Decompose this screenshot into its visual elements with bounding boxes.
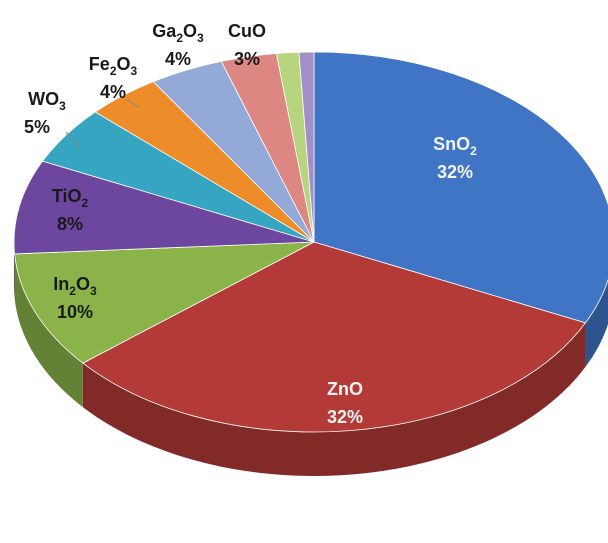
slice-label-name: SnO2 — [433, 134, 477, 158]
slice-label-percent: 8% — [57, 214, 83, 234]
slice-label-percent: 4% — [165, 49, 191, 69]
slice-label-percent: 32% — [437, 162, 473, 182]
slice-label-name: WO3 — [28, 89, 66, 113]
slice-label-percent: 32% — [327, 407, 363, 427]
slice-label-fe2o3: Fe2O3 4% — [89, 54, 138, 102]
slice-label-cuo: CuO 3% — [228, 21, 266, 69]
slice-in2o3 — [14, 241, 315, 364]
slice-label-zno: ZnO 32% — [327, 379, 363, 427]
slice-label-percent: 3% — [234, 49, 260, 69]
slice-label-name: TiO2 — [52, 186, 89, 210]
leader-line-wo3 — [65, 131, 81, 149]
slice-label-percent: 10% — [57, 302, 93, 322]
pie-sides — [14, 242, 608, 477]
slice-label-ga2o3: Ga2O3 4% — [152, 21, 204, 69]
slice-tio2 — [13, 160, 315, 255]
slice-label-name: Ga2O3 — [152, 21, 204, 45]
slice-label-percent: 5% — [24, 117, 50, 137]
slice-label-name: ZnO — [327, 379, 363, 399]
slice-label-in2o3: In2O3 10% — [53, 274, 97, 322]
slice-label-name: In2O3 — [53, 274, 97, 298]
slice-minor-9 — [298, 51, 315, 243]
slice-side-sno2 — [585, 279, 608, 367]
slice-label-percent: 4% — [100, 82, 126, 102]
leader-lines — [65, 99, 141, 149]
slice-label-name: CuO — [228, 21, 266, 41]
slice-label-name: Fe2O3 — [89, 54, 138, 78]
slice-side-zno — [82, 322, 586, 477]
slice-sno2 — [313, 51, 608, 324]
slice-zno — [82, 241, 587, 433]
leader-line-fe2o3 — [127, 99, 141, 109]
slice-labels: SnO232%ZnO32%In2O310%TiO28%WO35%Fe2O34%G… — [24, 21, 477, 427]
pie-slices — [13, 51, 608, 433]
slice-label-tio2: TiO2 8% — [52, 186, 89, 234]
slice-side-in2o3 — [14, 253, 83, 408]
slice-label-sno2: SnO2 32% — [433, 134, 477, 182]
